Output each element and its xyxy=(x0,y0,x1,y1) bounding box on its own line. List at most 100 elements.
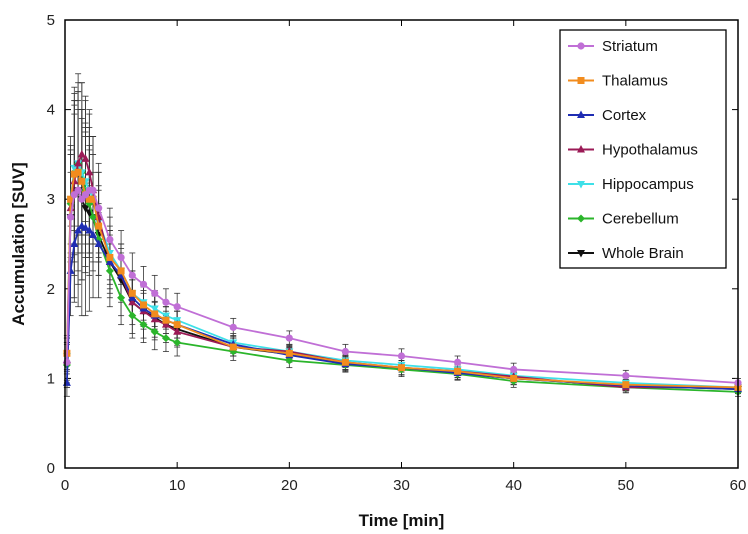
data-point-hypothalamus xyxy=(74,158,83,167)
data-point-thalamus xyxy=(117,267,125,275)
data-point-whole-brain xyxy=(81,205,90,213)
data-point-thalamus xyxy=(89,195,97,203)
data-point-cortex xyxy=(105,257,114,265)
data-point-hippocampus xyxy=(70,164,79,173)
data-point-thalamus xyxy=(151,310,159,318)
legend-label: Hypothalamus xyxy=(602,142,698,159)
data-point-thalamus xyxy=(140,301,148,309)
data-point-striatum xyxy=(173,303,181,311)
data-point-striatum xyxy=(67,213,75,221)
data-point-thalamus xyxy=(162,316,170,324)
data-point-striatum xyxy=(622,372,630,380)
x-tick-label: 20 xyxy=(281,477,298,494)
legend-marker xyxy=(577,250,585,258)
x-tick-label: 10 xyxy=(169,477,186,494)
legend-label: Hippocampus xyxy=(602,176,694,193)
x-tick-label: 60 xyxy=(730,477,747,494)
data-point-thalamus xyxy=(229,343,237,351)
legend-item-hippocampus: Hippocampus xyxy=(568,176,694,193)
data-point-striatum xyxy=(162,298,170,306)
data-point-thalamus xyxy=(74,168,82,176)
data-point-thalamus xyxy=(510,374,518,382)
legend-marker xyxy=(577,77,585,84)
data-point-striatum xyxy=(117,253,125,262)
data-point-striatum xyxy=(89,186,97,194)
data-point-cerebellum xyxy=(161,334,170,343)
legend-item-thalamus: Thalamus xyxy=(568,73,668,90)
data-point-striatum xyxy=(510,365,518,374)
data-point-hypothalamus xyxy=(161,320,170,328)
data-point-thalamus xyxy=(70,170,78,178)
data-point-striatum xyxy=(151,289,159,297)
data-point-cerebellum xyxy=(285,356,294,365)
legend-marker xyxy=(577,181,585,189)
y-tick-label: 2 xyxy=(47,281,55,298)
data-point-cerebellum xyxy=(128,311,137,320)
legend-label: Cortex xyxy=(602,107,647,124)
legend-marker xyxy=(577,145,585,153)
data-point-striatum xyxy=(229,323,237,331)
axis-ticks: 0 10 20 30 40 50 60 0 1 2 3 4 5 xyxy=(47,12,747,494)
data-point-thalamus xyxy=(85,195,93,203)
data-point-cortex xyxy=(66,266,75,274)
y-axis-title: Accumulation [SUV] xyxy=(9,162,28,325)
data-point-hypothalamus xyxy=(77,149,86,158)
data-point-thalamus xyxy=(95,222,103,230)
data-point-striatum xyxy=(95,204,103,212)
data-point-hypothalamus xyxy=(81,154,90,162)
data-point-hippocampus xyxy=(150,305,159,314)
data-point-cortex xyxy=(128,293,137,301)
data-point-thalamus xyxy=(622,381,630,389)
data-point-striatum xyxy=(453,358,462,366)
data-point-striatum xyxy=(285,334,293,342)
legend-marker xyxy=(577,110,585,118)
data-point-hypothalamus xyxy=(173,327,182,335)
data-point-striatum xyxy=(341,347,350,356)
x-tick-label: 40 xyxy=(505,477,522,494)
legend-item-hypothalamus: Hypothalamus xyxy=(568,142,698,159)
legend-item-cerebellum: Cerebellum xyxy=(568,211,679,228)
legend-label: Cerebellum xyxy=(602,211,679,228)
legend-item-cortex: Cortex xyxy=(568,107,647,124)
legend-item-whole-brain: Whole Brain xyxy=(568,245,684,262)
data-point-striatum xyxy=(397,352,406,360)
data-point-thalamus xyxy=(285,349,293,357)
data-point-cortex xyxy=(94,239,103,247)
legend-label: Striatum xyxy=(602,38,658,55)
data-point-cortex xyxy=(62,378,71,386)
data-point-cortex xyxy=(89,230,98,239)
data-point-cerebellum xyxy=(117,293,126,302)
data-point-hypothalamus xyxy=(128,297,137,306)
data-point-thalamus xyxy=(341,358,349,366)
x-tick-label: 0 xyxy=(61,477,69,494)
data-point-cortex xyxy=(85,226,94,234)
data-point-hypothalamus xyxy=(85,167,94,176)
data-point-cerebellum xyxy=(139,320,148,329)
data-point-cerebellum xyxy=(105,266,114,275)
data-point-thalamus xyxy=(173,321,181,329)
y-tick-label: 4 xyxy=(47,102,55,119)
series-layer xyxy=(62,73,742,397)
data-point-thalamus xyxy=(454,367,462,375)
y-tick-label: 3 xyxy=(47,191,55,208)
y-tick-label: 1 xyxy=(47,370,55,387)
legend-marker xyxy=(577,214,585,223)
data-point-striatum xyxy=(128,271,136,279)
data-point-thalamus xyxy=(128,289,136,297)
series-thalamus xyxy=(63,168,742,391)
data-point-cerebellum xyxy=(173,338,182,347)
legend-label: Whole Brain xyxy=(602,245,684,262)
x-axis-title: Time [min] xyxy=(359,511,445,530)
x-tick-label: 50 xyxy=(617,477,634,494)
data-point-cerebellum xyxy=(150,327,159,336)
y-tick-label: 0 xyxy=(47,460,55,477)
data-point-cortex xyxy=(74,226,83,234)
data-point-thalamus xyxy=(106,253,114,261)
data-point-striatum xyxy=(74,186,82,194)
plot-frame xyxy=(64,19,739,469)
legend-item-striatum: Striatum xyxy=(568,38,658,55)
legend-label: Thalamus xyxy=(602,73,668,90)
data-point-cortex xyxy=(81,223,90,231)
